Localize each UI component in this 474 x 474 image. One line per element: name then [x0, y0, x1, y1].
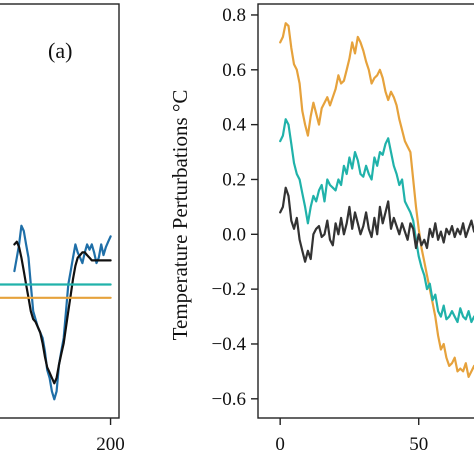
- panel-b-series-line-1: [279, 22, 474, 378]
- y-tick-label: 0.2: [222, 169, 246, 190]
- panel-a-series: [0, 224, 112, 401]
- x-tick-label: 0: [275, 434, 285, 455]
- panel-a-frame: [0, 3, 120, 419]
- panel-b-series: [279, 22, 474, 378]
- y-tick-label: 0.6: [222, 60, 246, 81]
- panel-b-y-ticks: 0.8 0.6 0.4 0.2 0.0 −0.2 −0.4 −0.6: [212, 5, 258, 410]
- panel-b-frame: [257, 3, 474, 419]
- panel-a-x-ticks: 200: [96, 418, 125, 455]
- panel-b: Temperature Perturbations °C 0.80.60.40.…: [168, 3, 474, 455]
- panel-a-series-line-2: [13, 240, 112, 385]
- y-tick-label: −0.4: [212, 334, 247, 355]
- x-tick-label: 200: [96, 434, 125, 455]
- y-tick-label: −0.2: [212, 279, 246, 300]
- y-tick-label: 0.0: [222, 224, 246, 245]
- panel-b-series-line-2: [279, 118, 474, 324]
- panel-b-x-ticks: 0 50: [275, 418, 428, 455]
- panel-a-series-line-1: [13, 224, 112, 401]
- y-axis-label: Temperature Perturbations °C: [168, 90, 192, 341]
- panel-b-series-line-3: [279, 186, 474, 263]
- y-tick-label: −0.6: [212, 389, 246, 410]
- panel-a: (a) 200: [0, 3, 125, 455]
- panel-label: (a): [48, 38, 72, 63]
- x-tick-label: 50: [409, 434, 428, 455]
- y-tick-label: 0.8: [222, 5, 246, 26]
- y-tick-label: 0.4: [222, 115, 246, 136]
